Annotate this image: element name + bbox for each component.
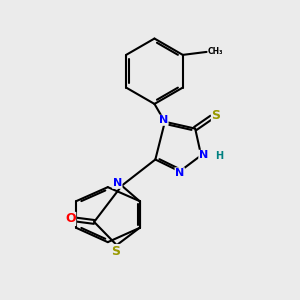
Text: H: H — [215, 151, 223, 161]
Text: CH₃: CH₃ — [208, 47, 224, 56]
Text: O: O — [65, 212, 76, 226]
Text: S: S — [112, 244, 121, 258]
Text: S: S — [212, 109, 220, 122]
Text: N: N — [175, 168, 184, 178]
Text: N: N — [199, 150, 208, 160]
Text: N: N — [159, 115, 168, 125]
Text: N: N — [113, 178, 122, 188]
